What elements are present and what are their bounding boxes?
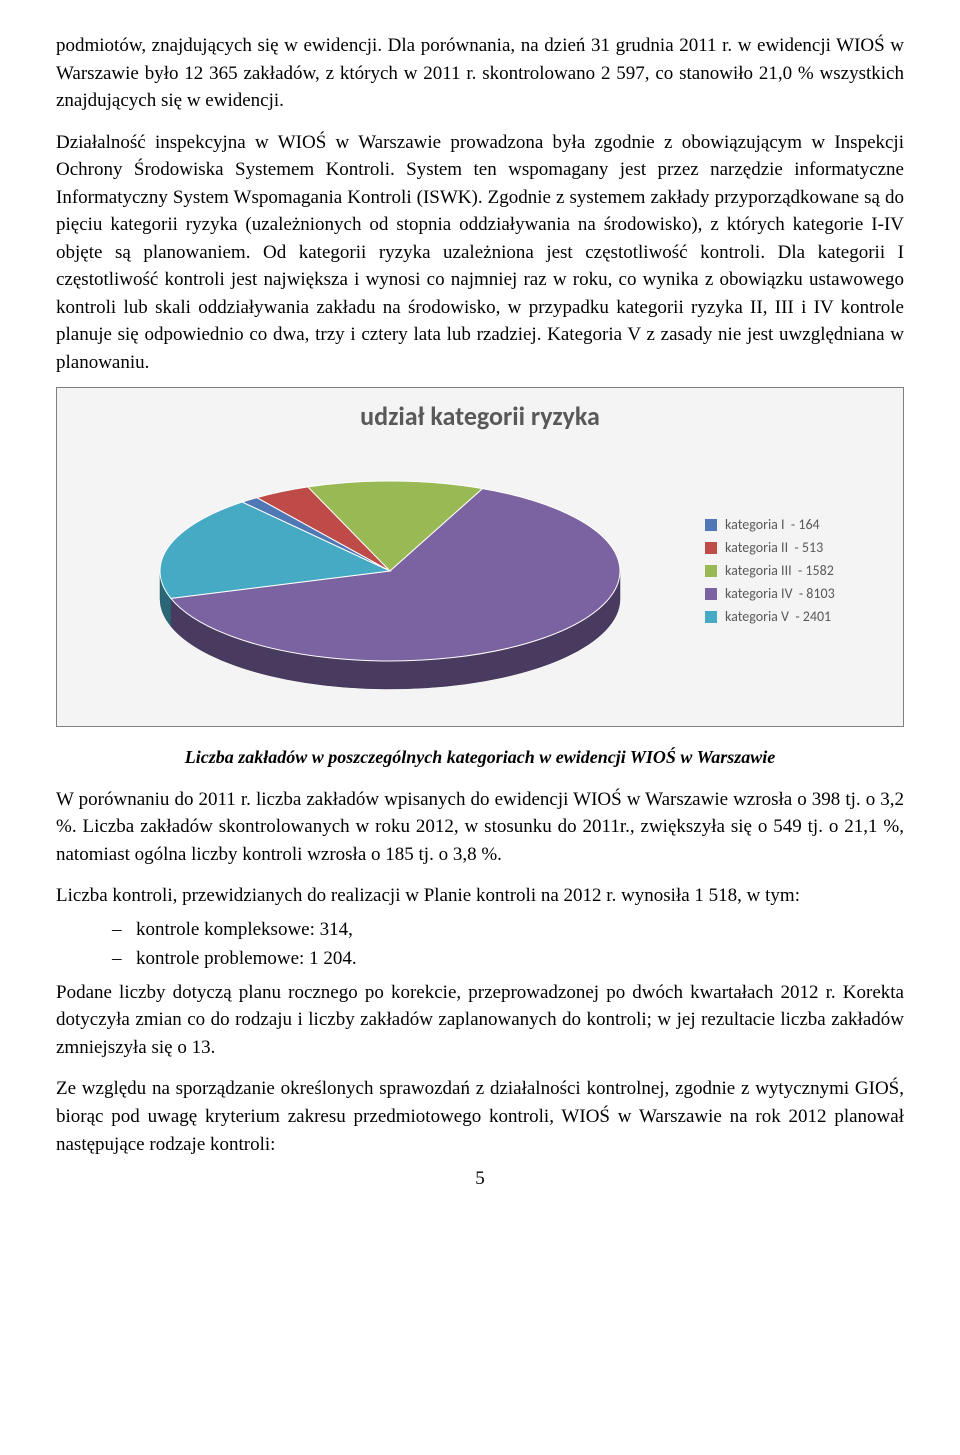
chart-body: kategoria I - 164 kategoria II - 513 kateg… (75, 434, 885, 708)
page-number: 5 (56, 1168, 904, 1190)
legend-swatch (705, 519, 717, 531)
paragraph-1: podmiotów, znajdujących się w ewidencji.… (56, 32, 904, 115)
paragraph-1-text: podmiotów, znajdujących się w ewidencji.… (56, 35, 904, 111)
legend-label: kategoria III - 1582 (725, 562, 834, 579)
paragraph-3-text: W porównaniu do 2011 r. liczba zakładów … (56, 789, 904, 865)
legend-item: kategoria IV - 8103 (705, 585, 885, 602)
legend-label: kategoria IV - 8103 (725, 585, 835, 602)
paragraph-4-lead-text: Liczba kontroli, przewidzianych do reali… (56, 885, 800, 906)
list-item-text: kontrole problemowe: 1 204. (136, 945, 357, 973)
legend-item: kategoria II - 513 (705, 539, 885, 556)
legend-label: kategoria V - 2401 (725, 608, 831, 625)
paragraph-5: Podane liczby dotyczą planu rocznego po … (56, 979, 904, 1062)
dash-icon: – (112, 945, 136, 973)
list-item: –kontrole problemowe: 1 204. (112, 945, 904, 973)
legend-item: kategoria I - 164 (705, 516, 885, 533)
legend-item: kategoria III - 1582 (705, 562, 885, 579)
chart-title: udział kategorii ryzyka (75, 400, 885, 432)
bullet-list: –kontrole kompleksowe: 314,–kontrole pro… (56, 916, 904, 973)
pie-chart-panel: udział kategorii ryzyka kategoria I - 16… (56, 387, 904, 727)
legend-swatch (705, 611, 717, 623)
chart-caption: Liczba zakładów w poszczególnych kategor… (56, 747, 904, 768)
paragraph-3: W porównaniu do 2011 r. liczba zakładów … (56, 786, 904, 869)
pie-wrap (75, 434, 705, 708)
legend-item: kategoria V - 2401 (705, 608, 885, 625)
legend-swatch (705, 565, 717, 577)
legend-swatch (705, 542, 717, 554)
dash-icon: – (112, 916, 136, 944)
paragraph-2-text: Działalność inspekcyjna w WIOŚ w Warszaw… (56, 132, 904, 373)
paragraph-5-text: Podane liczby dotyczą planu rocznego po … (56, 982, 904, 1058)
legend-label: kategoria II - 513 (725, 539, 823, 556)
list-item-text: kontrole kompleksowe: 314, (136, 916, 353, 944)
legend-swatch (705, 588, 717, 600)
paragraph-6-text: Ze względu na sporządzanie określonych s… (56, 1078, 904, 1154)
paragraph-2: Działalność inspekcyjna w WIOŚ w Warszaw… (56, 129, 904, 377)
legend-label: kategoria I - 164 (725, 516, 820, 533)
paragraph-4-lead: Liczba kontroli, przewidzianych do reali… (56, 882, 904, 910)
page: podmiotów, znajdujących się w ewidencji.… (0, 0, 960, 1210)
pie-chart (130, 441, 650, 701)
chart-legend: kategoria I - 164 kategoria II - 513 kateg… (705, 510, 885, 631)
list-item: –kontrole kompleksowe: 314, (112, 916, 904, 944)
paragraph-6: Ze względu na sporządzanie określonych s… (56, 1075, 904, 1158)
